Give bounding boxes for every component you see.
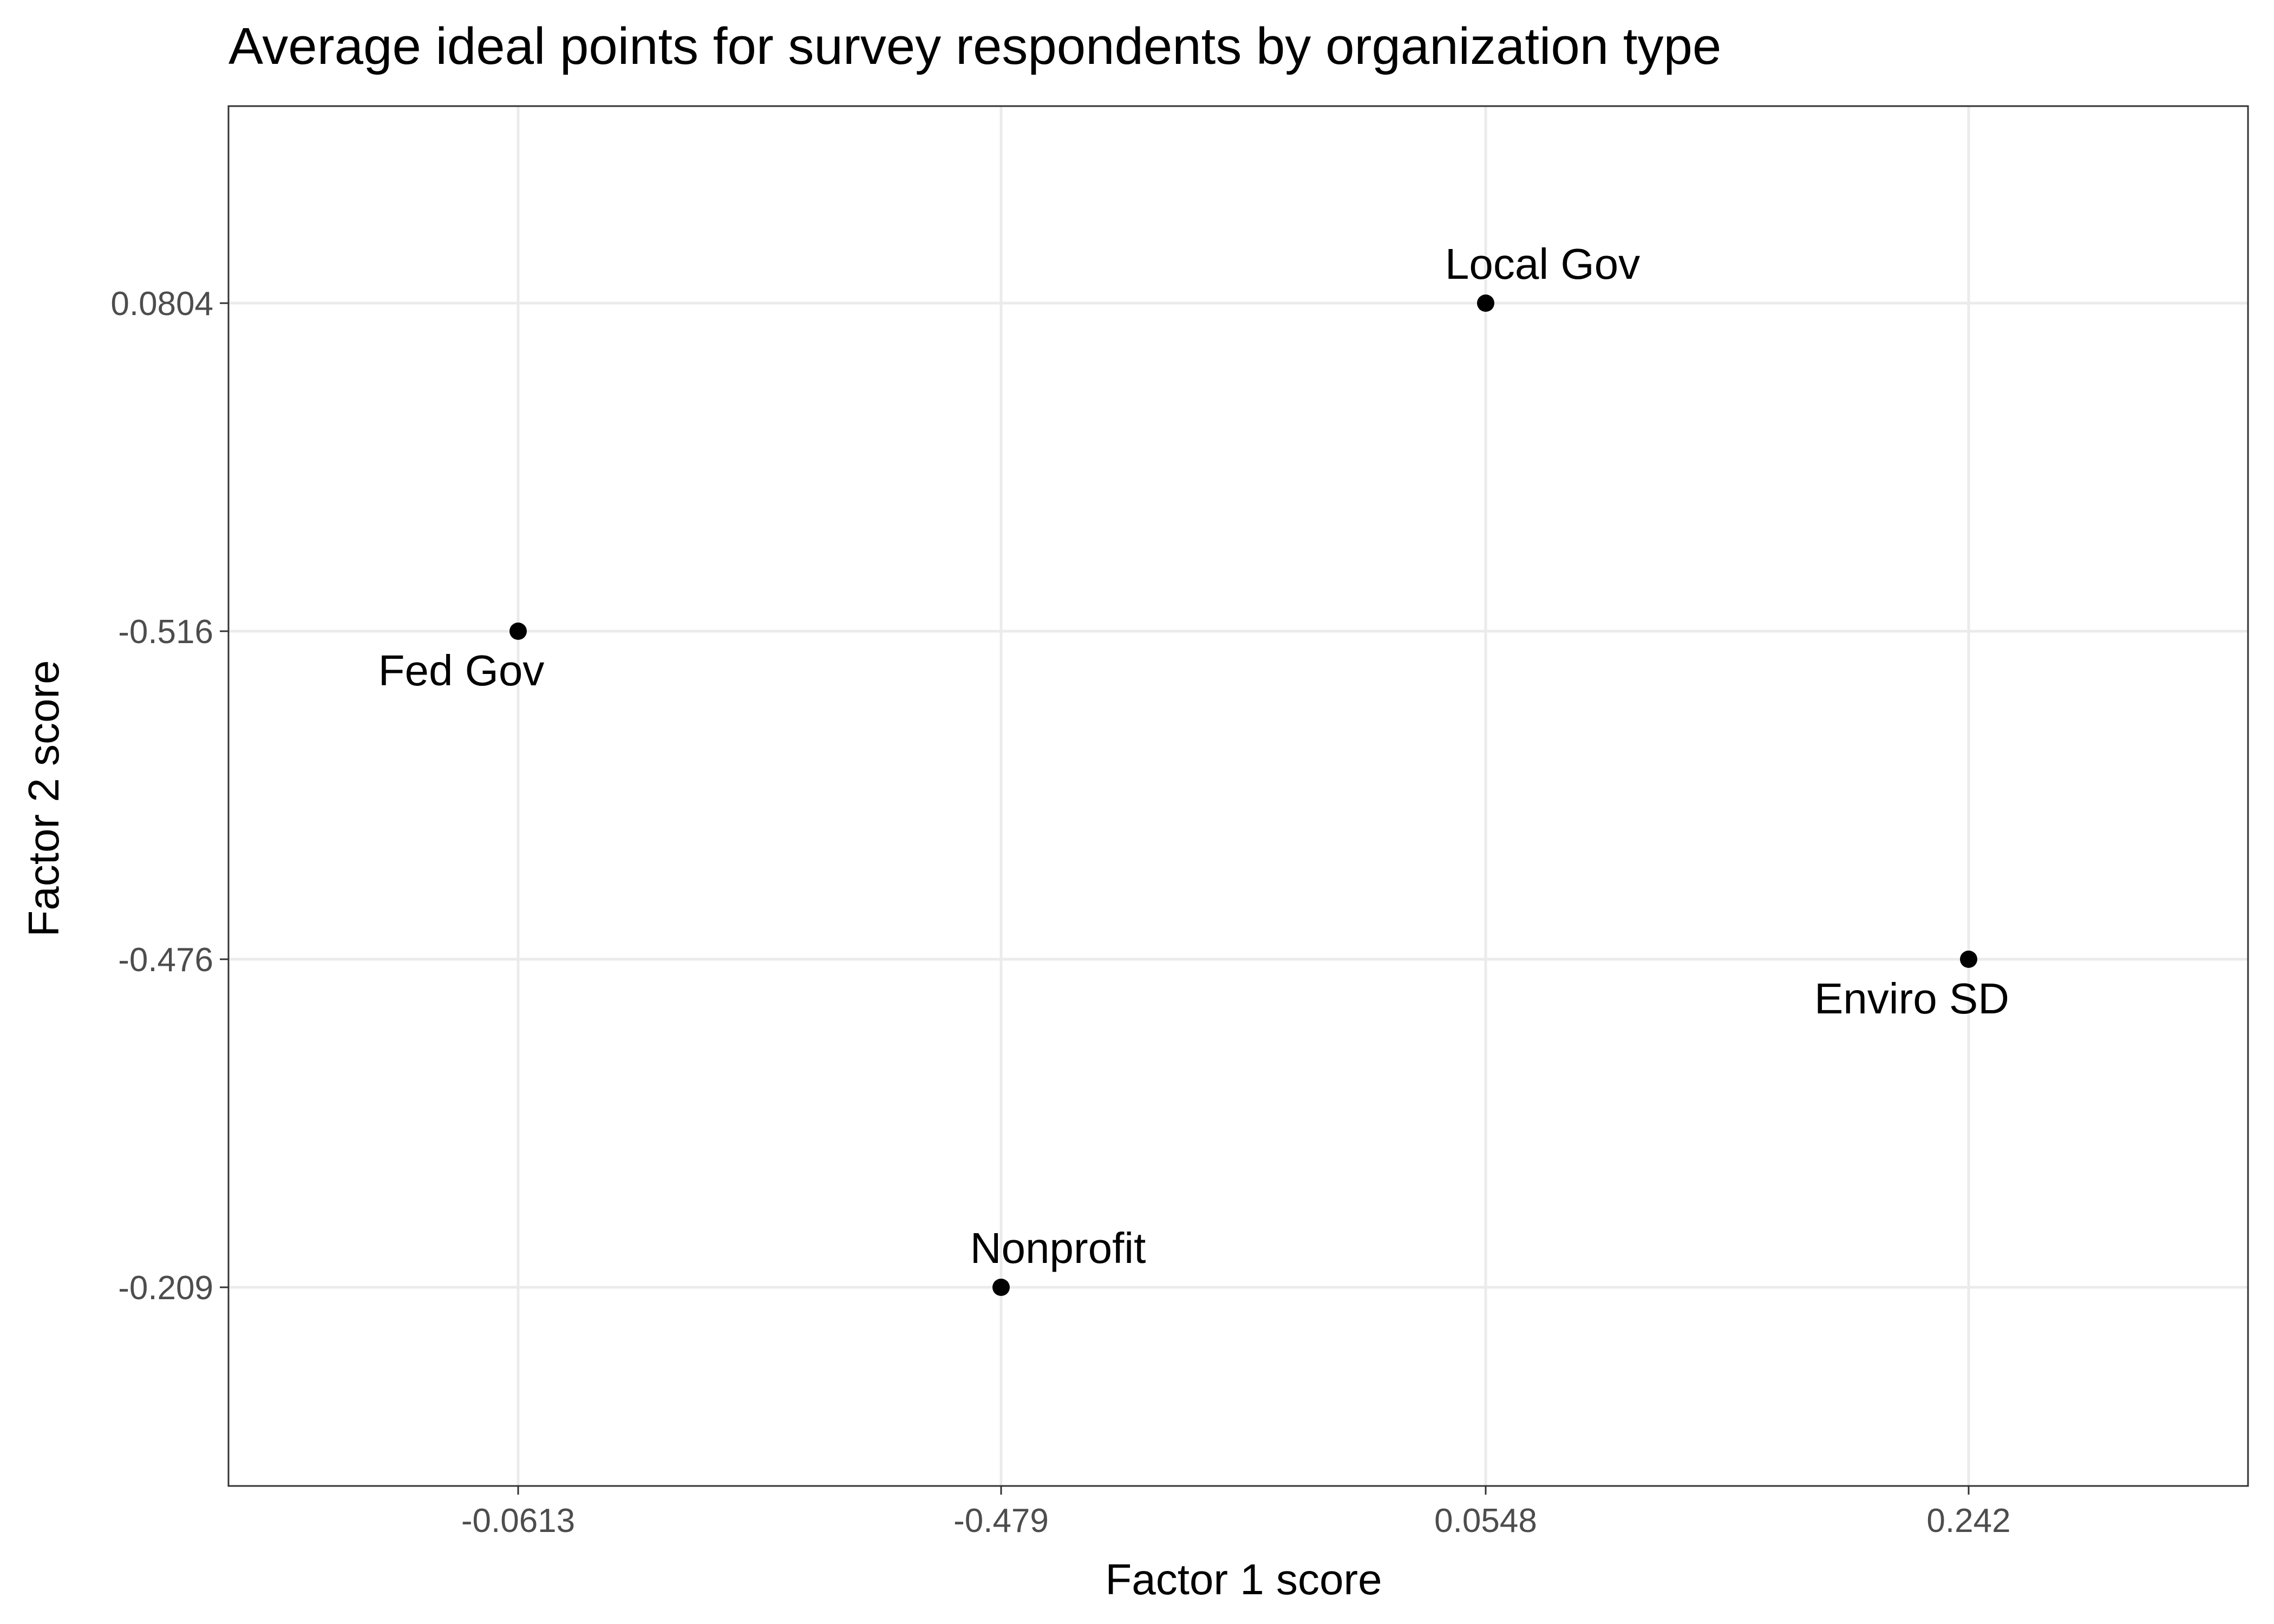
x-tick-label: 0.0548 — [1434, 1502, 1537, 1540]
data-point — [1960, 951, 1977, 968]
y-axis-title: Factor 2 score — [19, 660, 68, 937]
point-label: Local Gov — [1445, 240, 1640, 288]
plot-panel-border — [227, 105, 2249, 1487]
y-tick-label: 0.0804 — [110, 285, 213, 323]
chart-title: Average ideal points for survey responde… — [228, 17, 1721, 75]
data-point — [992, 1279, 1010, 1296]
point-label: Nonprofit — [970, 1224, 1146, 1272]
point-label: Fed Gov — [378, 646, 545, 695]
x-tick-label: -0.479 — [953, 1502, 1049, 1540]
data-point — [509, 623, 527, 640]
grid-lines — [228, 106, 2248, 1486]
x-axis-title: Factor 1 score — [1105, 1555, 1382, 1603]
data-points: Fed Gov Nonprofit Local Gov Enviro SD — [378, 240, 2009, 1296]
x-tick-label: -0.0613 — [461, 1502, 575, 1540]
data-point — [1477, 294, 1494, 312]
y-tick-label: -0.516 — [118, 613, 213, 651]
axis-ticks: -0.0613 -0.479 0.0548 0.242 0.0804 -0.516 -0.4… — [110, 285, 2010, 1540]
y-tick-label: -0.476 — [118, 941, 213, 979]
point-label: Enviro SD — [1814, 974, 2009, 1023]
x-tick-label: 0.242 — [1926, 1502, 2010, 1540]
y-tick-label: -0.209 — [118, 1269, 213, 1307]
